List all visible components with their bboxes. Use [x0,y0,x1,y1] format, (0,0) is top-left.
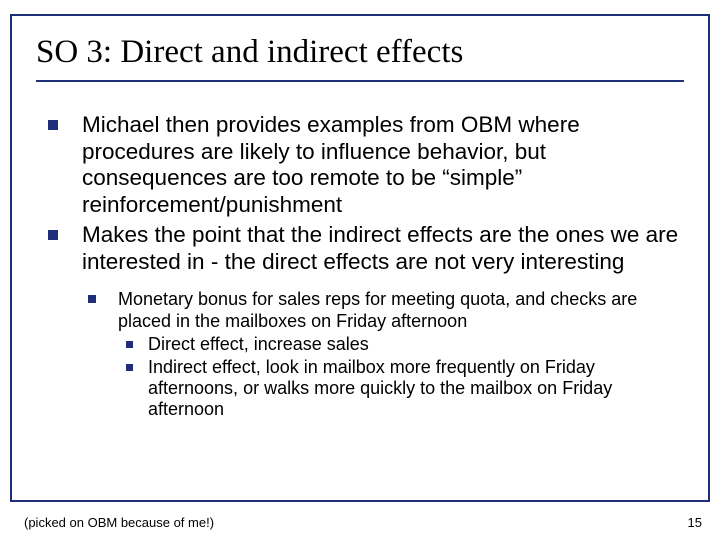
bullet-list: Direct effect, increase sales Indirect e… [118,334,686,421]
bullet-list: Monetary bonus for sales reps for meetin… [82,289,686,420]
bullet-text: Michael then provides examples from OBM … [82,112,580,217]
footnote: (picked on OBM because of me!) [24,515,214,530]
list-item: Monetary bonus for sales reps for meetin… [82,289,686,420]
slide-title: SO 3: Direct and indirect effects [36,34,684,71]
content-area: Michael then provides examples from OBM … [44,112,686,425]
page-number: 15 [688,515,702,530]
list-item: Makes the point that the indirect effect… [44,222,686,421]
bullet-text: Monetary bonus for sales reps for meetin… [118,289,637,330]
title-rule [36,80,684,82]
list-item: Michael then provides examples from OBM … [44,112,686,218]
bullet-text: Direct effect, increase sales [148,334,369,354]
slide: SO 3: Direct and indirect effects Michae… [0,0,720,540]
list-item: Direct effect, increase sales [118,334,686,355]
bullet-text: Indirect effect, look in mailbox more fr… [148,357,612,419]
list-item: Indirect effect, look in mailbox more fr… [118,357,686,421]
bullet-text: Makes the point that the indirect effect… [82,222,678,274]
bullet-list: Michael then provides examples from OBM … [44,112,686,421]
